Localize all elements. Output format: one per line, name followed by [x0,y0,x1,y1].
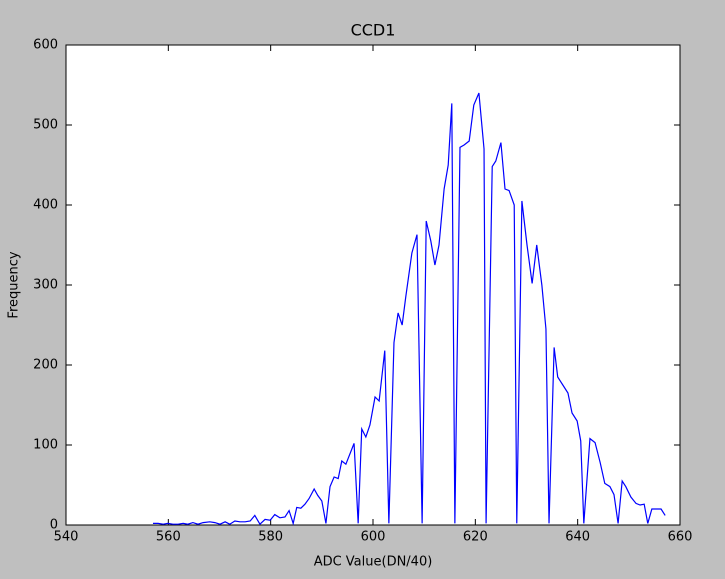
x-tick-label: 540 [54,530,79,545]
y-tick-label: 500 [33,118,58,133]
y-tick-label: 0 [50,518,58,533]
y-tick-label: 300 [33,278,58,293]
x-tick-label: 600 [361,530,386,545]
x-tick-label: 640 [565,530,590,545]
y-tick-label: 100 [33,438,58,453]
plot-area [65,44,681,526]
x-tick-label: 660 [668,530,693,545]
data-line [152,92,666,526]
y-tick-label: 200 [33,358,58,373]
x-tick-label: 580 [258,530,283,545]
y-tick-label: 600 [33,38,58,53]
x-tick-label: 560 [156,530,181,545]
chart-title: CCD1 [351,21,396,40]
x-axis-label: ADC Value(DN/40) [314,555,433,570]
x-tick-label: 620 [463,530,488,545]
y-axis-label: Frequency [7,251,22,318]
y-tick-label: 400 [33,198,58,213]
